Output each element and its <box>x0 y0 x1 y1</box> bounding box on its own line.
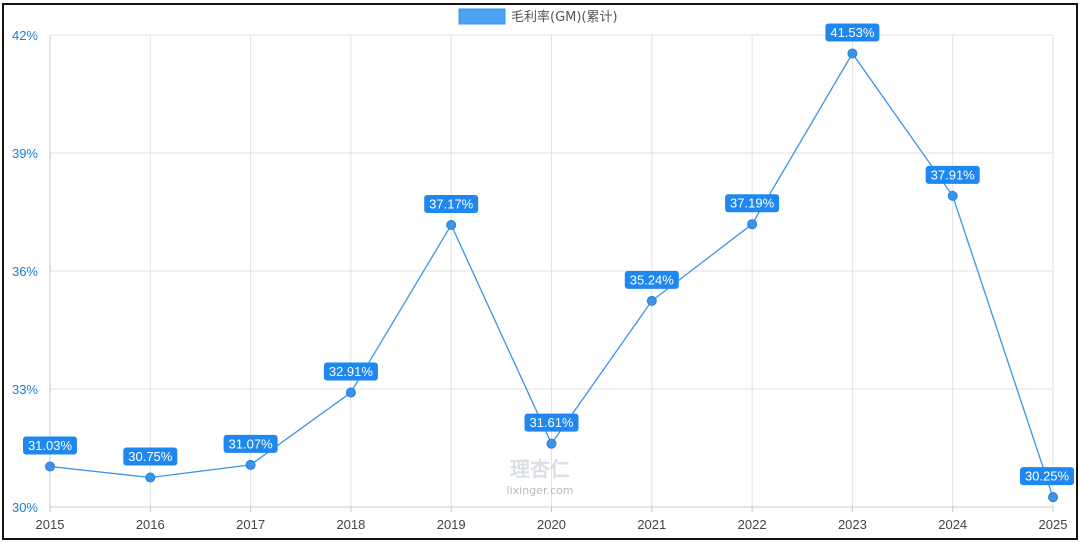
data-label: 31.61% <box>529 415 574 430</box>
data-label: 41.53% <box>830 25 875 40</box>
watermark-site: lixinger.com <box>507 484 574 497</box>
data-point[interactable] <box>245 459 256 470</box>
data-point[interactable] <box>446 219 457 230</box>
data-label: 37.91% <box>931 167 976 182</box>
data-label: 30.75% <box>128 449 173 464</box>
data-point[interactable] <box>847 48 858 59</box>
data-label-box <box>223 434 278 453</box>
x-tick-label: 2021 <box>637 517 666 532</box>
x-tick-label: 2020 <box>537 517 566 532</box>
data-labels: 31.03% 30.75% 31.07% 32.91% 37.17% 31.61% 35.2… <box>23 23 1074 486</box>
axes: 30% 33% 36% 39% 42% 2015 2016 2017 2018 2019 2020 2… <box>12 28 1067 532</box>
data-label-box <box>825 23 880 42</box>
x-tick-label: 2023 <box>838 517 867 532</box>
data-label: 37.17% <box>429 196 474 211</box>
x-tick-label: 2024 <box>938 517 967 532</box>
data-point[interactable] <box>646 295 657 306</box>
data-label-box <box>1020 467 1074 486</box>
data-points <box>45 48 1058 503</box>
data-label: 31.07% <box>229 436 274 451</box>
data-point[interactable] <box>145 472 156 483</box>
y-tick-label: 36% <box>12 264 38 279</box>
data-label-box <box>524 413 579 432</box>
x-tick-label: 2022 <box>738 517 767 532</box>
data-label: 30.25% <box>1025 469 1070 484</box>
data-label: 35.24% <box>630 272 675 287</box>
data-point[interactable] <box>345 387 356 398</box>
watermark-logo: 理杏仁 <box>510 457 570 481</box>
data-point[interactable] <box>45 461 55 472</box>
watermark: 理杏仁 lixinger.com <box>507 457 574 497</box>
x-tick-label: 2017 <box>236 517 265 532</box>
legend-swatch <box>458 8 506 25</box>
data-label-box <box>424 194 479 213</box>
data-label: 32.91% <box>329 364 374 379</box>
grid <box>49 34 1054 508</box>
data-point[interactable] <box>947 190 958 201</box>
data-label-box <box>323 362 378 381</box>
legend[interactable]: 毛利率(GM)(累计) <box>458 8 618 25</box>
legend-label: 毛利率(GM)(累计) <box>511 9 618 25</box>
y-tick-label: 39% <box>12 146 38 161</box>
data-label: 31.03% <box>28 438 73 453</box>
data-label-box <box>624 270 679 289</box>
data-label: 37.19% <box>730 196 775 211</box>
data-label-box <box>725 194 780 213</box>
x-tick-label: 2015 <box>36 517 65 532</box>
data-label-box <box>123 447 178 466</box>
data-label-box <box>925 165 980 184</box>
x-tick-label: 2019 <box>437 517 466 532</box>
x-tick-label: 2016 <box>136 517 165 532</box>
data-point[interactable] <box>747 219 758 230</box>
data-point[interactable] <box>1048 492 1058 503</box>
data-label-box <box>23 436 77 455</box>
y-tick-label: 33% <box>12 382 38 397</box>
y-tick-label: 30% <box>12 500 38 515</box>
y-tick-label: 42% <box>12 28 38 43</box>
data-point[interactable] <box>546 438 557 449</box>
x-tick-label: 2018 <box>336 517 365 532</box>
x-tick-label: 2025 <box>1039 517 1068 532</box>
